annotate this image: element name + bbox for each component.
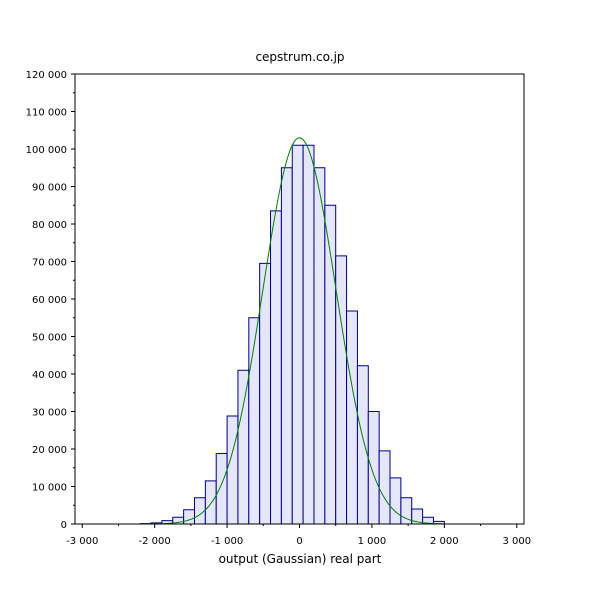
axes-layer: -3 000 -2 000 -1 000 0 1 000 2 000 3 000 0 10 00… [26,70,531,547]
histogram-bar [389,477,402,525]
y-tick-label: 10 000 [32,483,67,494]
x-tick-label: -3 000 [66,536,98,547]
fit-curve-layer [140,137,445,525]
x-tick-label: 3 000 [502,536,531,547]
gaussian-fit-curve [140,137,445,525]
y-tick-label: 40 000 [32,370,67,381]
histogram-bar [378,450,391,525]
bars-layer [139,144,445,525]
x-tick-label: -2 000 [139,536,171,547]
histogram-bar [313,167,326,525]
histogram-bar [356,365,369,525]
histogram-bar [237,369,250,525]
chart-title: cepstrum.co.jp [255,50,345,64]
histogram-bar [226,415,239,525]
y-tick-label: 20 000 [32,445,67,456]
histogram-bar [291,144,304,525]
histogram-bar [367,411,380,525]
x-tick-label: 2 000 [430,536,459,547]
histogram-bar [280,167,293,525]
histogram-bar [248,317,261,525]
histogram-bar [302,144,315,525]
y-tick-label: 50 000 [32,333,67,344]
y-tick-label: 0 [61,520,67,531]
y-tick-label: 100 000 [26,145,67,156]
histogram-bar [270,210,282,525]
y-tick-label: 120 000 [26,70,67,81]
x-axis-label: output (Gaussian) real part [218,552,382,566]
y-tick-label: 70 000 [32,258,67,269]
histogram-bar [204,480,217,525]
x-tick-label: 1 000 [358,536,387,547]
x-tick-label: -1 000 [211,536,243,547]
y-tick-label: 90 000 [32,183,67,194]
histogram-bar [346,310,358,525]
y-tick-label: 30 000 [32,408,67,419]
x-tick-label: 0 [296,536,302,547]
histogram-bar [215,453,228,525]
histogram-bar [183,509,195,525]
y-tick-label: 80 000 [32,220,67,231]
y-tick-label: 60 000 [32,295,67,306]
y-tick-label: 110 000 [26,108,67,119]
